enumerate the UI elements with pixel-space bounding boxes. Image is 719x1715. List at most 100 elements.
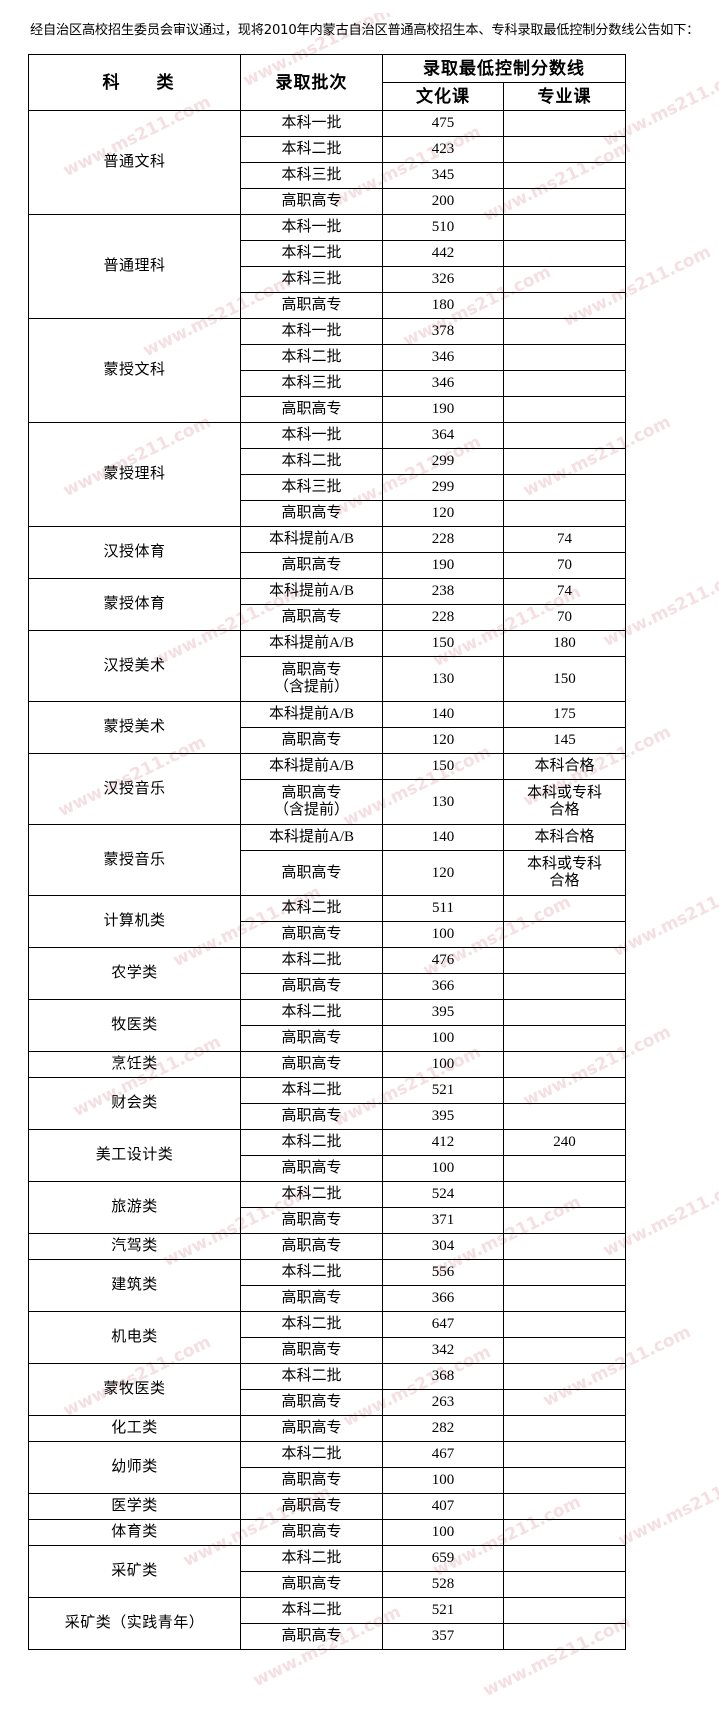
table-row: 高职高专 （含提前） 130 150 <box>29 656 626 703</box>
table-row: 汉授音乐 本科提前A/B 150 本科合格 <box>28 753 626 826</box>
cell-major-score <box>503 921 626 949</box>
table-row: 高职高专 342 <box>29 1337 626 1365</box>
cell-major-score <box>503 1415 626 1443</box>
table-row: 高职高专 120 本科或专科 合格 <box>29 850 626 897</box>
cell-culture-score: 524 <box>382 1181 504 1209</box>
cell-major-score <box>503 136 626 164</box>
table-row: 普通文科 本科一批 475 <box>28 110 626 216</box>
cell-batch: 高职高专 <box>240 604 383 632</box>
cell-batch: 高职高专 <box>240 1051 383 1079</box>
cell-culture-score: 442 <box>382 240 504 268</box>
cell-culture-score: 238 <box>382 578 504 606</box>
table-row: 农学类 本科二批 476 <box>28 947 626 1001</box>
cell-culture-score: 200 <box>382 188 504 216</box>
cell-culture-score: 190 <box>382 396 504 424</box>
cell-category: 汽驾类 <box>28 1233 241 1261</box>
cell-culture-score: 476 <box>382 947 504 975</box>
cell-major-score <box>503 1389 626 1417</box>
cell-major-score <box>503 162 626 190</box>
cell-batch: 高职高专 <box>240 921 383 949</box>
cell-major-score <box>503 1155 626 1183</box>
cell-batch: 高职高专 <box>240 1493 383 1521</box>
table-row: 本科三批 345 <box>29 162 626 190</box>
cell-major-score <box>503 1545 626 1573</box>
cell-major-score: 本科合格 <box>503 753 626 781</box>
cell-batch: 本科二批 <box>240 999 383 1027</box>
cell-batch: 高职高专 <box>240 1415 383 1443</box>
cell-category: 普通理科 <box>28 214 241 320</box>
cell-batch: 高职高专 <box>240 1233 383 1261</box>
cell-major-score <box>503 1259 626 1287</box>
cell-batch: 高职高专 <box>240 188 383 216</box>
table-row: 汽驾类 高职高专 304 <box>28 1233 626 1261</box>
cell-batch: 高职高专 <box>240 1389 383 1417</box>
cell-major-score: 145 <box>503 727 626 755</box>
cell-batch: 本科二批 <box>240 1129 383 1157</box>
cell-culture-score: 120 <box>382 500 504 528</box>
cell-category: 蒙授音乐 <box>28 824 241 897</box>
cell-batch: 本科提前A/B <box>240 701 383 729</box>
cell-culture-score: 190 <box>382 552 504 580</box>
table-row: 采矿类 本科二批 659 <box>28 1545 626 1599</box>
table-row: 高职高专 120 <box>29 500 626 528</box>
table-row: 高职高专 395 <box>29 1103 626 1131</box>
table-row: 化工类 高职高专 282 <box>28 1415 626 1443</box>
cell-culture-score: 228 <box>382 526 504 554</box>
cell-culture-score: 140 <box>382 824 504 852</box>
table-row: 普通理科 本科一批 510 <box>28 214 626 320</box>
cell-category: 汉授美术 <box>28 630 241 703</box>
cell-culture-score: 528 <box>382 1571 504 1599</box>
watermark-text: www.ms211.com <box>615 1462 719 1552</box>
cell-batch: 高职高专 <box>240 396 383 424</box>
cell-major-score <box>503 1077 626 1105</box>
watermark-text: www.ms211.com <box>610 872 719 962</box>
cell-batch: 本科二批 <box>240 448 383 476</box>
table-row: 幼师类 本科二批 467 <box>28 1441 626 1495</box>
cell-major-score <box>503 1051 626 1079</box>
cell-culture-score: 346 <box>382 344 504 372</box>
column-header-major: 专业课 <box>503 82 626 112</box>
cell-culture-score: 364 <box>382 422 504 450</box>
cell-culture-score: 395 <box>382 1103 504 1131</box>
cell-major-score <box>503 474 626 502</box>
cell-major-score <box>503 1233 626 1261</box>
table-row: 高职高专 100 <box>29 1155 626 1183</box>
cell-culture-score: 357 <box>382 1623 504 1651</box>
cell-major-score <box>503 1285 626 1313</box>
cell-major-score: 本科或专科 合格 <box>503 779 626 826</box>
cell-major-score <box>503 396 626 424</box>
cell-batch: 本科二批 <box>240 344 383 372</box>
cell-major-score: 180 <box>503 630 626 658</box>
cell-category: 蒙牧医类 <box>28 1363 241 1417</box>
cell-batch: 本科提前A/B <box>240 578 383 606</box>
cell-culture-score: 100 <box>382 1051 504 1079</box>
cell-category: 蒙授体育 <box>28 578 241 632</box>
cell-major-score <box>503 1337 626 1365</box>
cell-batch: 本科三批 <box>240 162 383 190</box>
cell-batch: 高职高专 <box>240 973 383 1001</box>
cell-culture-score: 140 <box>382 701 504 729</box>
table-row: 蒙牧医类 本科二批 368 <box>28 1363 626 1417</box>
table-row: 本科三批 346 <box>29 370 626 398</box>
cell-culture-score: 326 <box>382 266 504 294</box>
cell-batch: 本科二批 <box>240 1545 383 1573</box>
cell-batch: 高职高专 <box>240 1207 383 1235</box>
cell-major-score <box>503 318 626 346</box>
cell-major-score <box>503 110 626 138</box>
cell-category: 采矿类（实践青年） <box>28 1597 241 1651</box>
cell-major-score <box>503 292 626 320</box>
column-header-category: 科 类 <box>28 54 241 112</box>
cell-batch: 本科二批 <box>240 1259 383 1287</box>
cell-major-score: 74 <box>503 578 626 606</box>
table-row: 高职高专 366 <box>29 1285 626 1313</box>
table-row: 医学类 高职高专 407 <box>28 1493 626 1521</box>
cell-category: 医学类 <box>28 1493 241 1521</box>
cell-major-score: 本科或专科 合格 <box>503 850 626 897</box>
cell-batch: 本科二批 <box>240 1077 383 1105</box>
intro-paragraph: 经自治区高校招生委员会审议通过，现将2010年内蒙古自治区普通高校招生本、专科录… <box>30 23 700 39</box>
cell-category: 汉授体育 <box>28 526 241 580</box>
table-row: 旅游类 本科二批 524 <box>28 1181 626 1235</box>
table-row: 美工设计类 本科二批 412 240 <box>28 1129 626 1183</box>
cell-batch: 本科一批 <box>240 422 383 450</box>
cell-culture-score: 228 <box>382 604 504 632</box>
